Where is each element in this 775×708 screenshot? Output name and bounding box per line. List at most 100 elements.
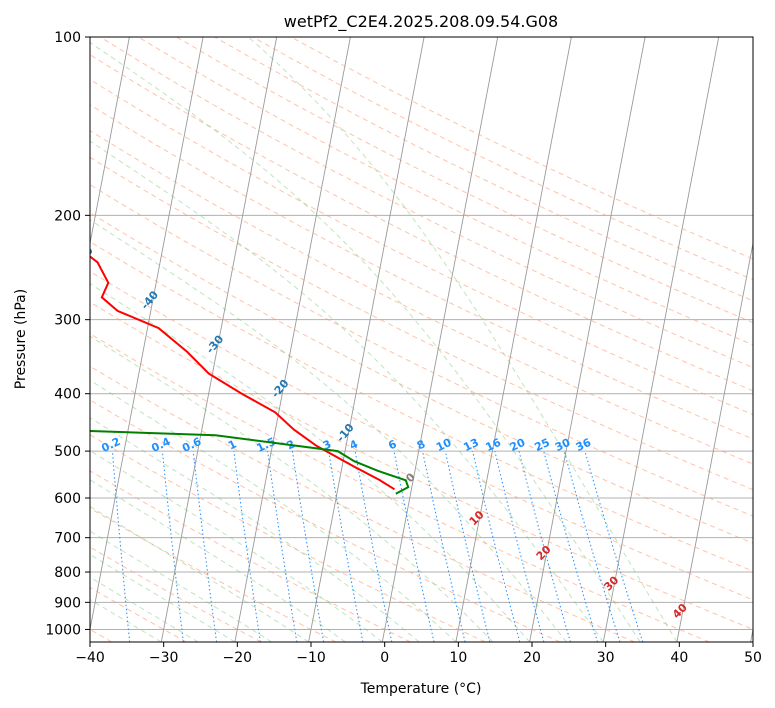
y-tick-label: 1000 [45, 622, 81, 638]
mixing-ratio-line [543, 450, 598, 642]
x-tick-label: −20 [223, 650, 253, 666]
mixing-ratio-label: 0.2 [99, 435, 122, 455]
plot-area: 0.10.20.40.611.52346810131620253036-100-… [73, 37, 753, 642]
isotherm-line [160, 37, 278, 642]
dry-adiabat-line [90, 434, 486, 642]
mixing-ratio-line [328, 451, 364, 642]
dry-adiabat-lines [90, 37, 753, 642]
moist-adiabat-line [90, 41, 641, 642]
mixing-ratio-label: 13 [461, 436, 480, 454]
moist-adiabat-line [90, 282, 530, 642]
theta-label: 20 [534, 543, 554, 563]
mixing-ratio-line [267, 451, 298, 642]
moist-adiabat-line [90, 553, 236, 642]
x-tick-label: −10 [296, 650, 326, 666]
y-tick-label: 100 [54, 30, 81, 46]
dry-adiabat-line [90, 470, 411, 642]
dry-adiabat-line [90, 78, 753, 416]
moist-adiabat-line [90, 530, 273, 642]
mixing-ratio-line [111, 451, 131, 642]
mixing-ratio-line [494, 450, 545, 642]
x-tick-label: 20 [523, 650, 541, 666]
mixing-ratio-line [354, 451, 393, 642]
dry-adiabat-line [90, 184, 753, 517]
dry-adiabat-line [99, 37, 753, 369]
y-axis-label: Pressure (hPa) [13, 289, 29, 389]
dry-adiabat-line [90, 507, 337, 642]
moist-adiabat-line [90, 479, 346, 642]
y-tick-label: 600 [54, 491, 81, 507]
zero-isotherm-label: 0 [403, 470, 418, 485]
dry-adiabat-line [138, 37, 753, 346]
moist-adiabat-line [90, 140, 604, 642]
mixing-ratio-line [422, 451, 466, 642]
isotherm-line [676, 240, 753, 642]
isotherm-label: -30 [204, 332, 227, 356]
moist-adiabat-line [90, 379, 457, 642]
moist-adiabat-line [90, 335, 494, 642]
y-tick-label: 900 [54, 595, 81, 611]
mixing-ratio-line [444, 450, 491, 642]
mixing-ratio-label: 8 [415, 437, 427, 452]
reference-labels: 0.10.20.40.611.52346810131620253036-100-… [73, 244, 690, 621]
theta-label: 30 [601, 573, 621, 593]
dry-adiabat-line [176, 37, 753, 324]
moist-adiabat-line [90, 598, 162, 642]
x-tick-label: 40 [670, 650, 688, 666]
plot-frame [89, 36, 754, 643]
y-tick-label: 200 [54, 208, 81, 224]
mixing-ratio-line [393, 451, 435, 642]
dry-adiabat-line [90, 301, 753, 630]
dry-adiabat-line [290, 37, 753, 260]
isotherm-label: -50 [73, 244, 96, 268]
dry-adiabat-line [90, 104, 753, 440]
mixing-ratio-line [233, 451, 261, 642]
dry-adiabat-line [90, 156, 753, 491]
dry-adiabat-line [90, 270, 753, 601]
x-tick-label: 10 [449, 650, 467, 666]
mixing-ratio-label: 16 [484, 436, 504, 454]
dry-adiabat-line [90, 130, 753, 465]
x-axis: −40 −30 −20 −10 0 10 20 30 40 50 [75, 642, 762, 666]
mixing-ratio-label: 4 [347, 437, 360, 452]
moist-adiabat-line [90, 576, 199, 642]
isotherm-line [750, 627, 753, 642]
isotherm-line [529, 37, 646, 642]
isotherm-line [90, 37, 204, 632]
isotherm-line [90, 37, 130, 246]
mixing-ratio-line [161, 451, 184, 642]
profile-lines [90, 255, 410, 495]
mixing-ratio-label: 25 [533, 436, 552, 454]
y-tick-label: 300 [54, 313, 81, 329]
dry-adiabat-line [90, 586, 187, 642]
mixing-ratio-label: 36 [574, 436, 594, 454]
mixing-ratio-label: 30 [553, 436, 573, 454]
y-tick-label: 700 [54, 531, 81, 547]
x-tick-label: −30 [149, 650, 179, 666]
isotherm-label: -20 [269, 377, 292, 401]
dry-adiabat-line [90, 333, 710, 642]
temperature-profile [90, 255, 396, 491]
y-tick-label: 500 [54, 444, 81, 460]
dry-adiabat-line [90, 365, 635, 642]
moist-adiabat-line [90, 450, 383, 642]
moist-adiabat-lines [90, 37, 678, 642]
mixing-ratio-line [563, 450, 621, 642]
dewpoint-profile [90, 430, 410, 495]
theta-label: 10 [467, 508, 487, 528]
mixing-ratio-line [518, 450, 571, 642]
moist-adiabat-line [248, 37, 678, 642]
mixing-ratio-line [192, 451, 218, 642]
x-tick-label: −40 [75, 650, 105, 666]
x-tick-label: 0 [380, 650, 389, 666]
pressure-grid [90, 37, 753, 630]
theta-label: 40 [670, 601, 690, 621]
isotherm-line [455, 37, 572, 642]
isotherm-line [602, 37, 720, 642]
isotherm-label: -40 [138, 288, 161, 312]
moist-adiabat-line [90, 505, 309, 642]
moist-adiabat-line [90, 219, 567, 642]
mixing-ratio-label: 0.4 [149, 435, 172, 455]
isotherm-line [381, 37, 499, 642]
mixing-ratio-line [472, 450, 521, 642]
